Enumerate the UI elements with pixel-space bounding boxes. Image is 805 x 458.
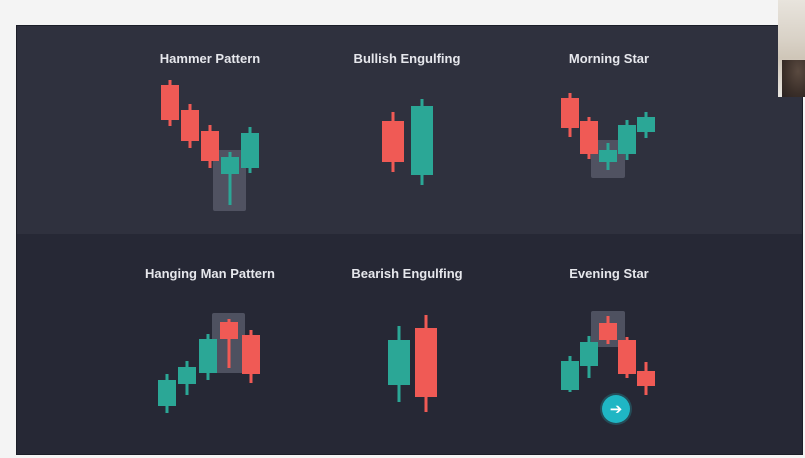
bearish-engulfing-candle-1-body [388,340,410,385]
morning-star-candle-2-body [580,121,598,154]
morning-star-candle-1-body [561,98,579,128]
evening-star-title: Evening Star [569,266,649,281]
bearish-engulfing-title: Bearish Engulfing [351,266,463,281]
evening-star-candle-1-body [561,361,579,390]
hammer-candle-5-body [241,133,259,168]
morning-star-candle-5-body [637,117,655,132]
hanging-man-candle-4-wick [227,319,231,368]
hanging-man-pattern-title: Hanging Man Pattern [144,266,276,281]
hammer-candle-4-body [221,157,239,174]
bullish-engulfing-title: Bullish Engulfing [353,51,461,66]
presenter-video [782,60,805,97]
morning-star-candle-4-body [618,125,636,154]
webcam-overlay [778,0,805,97]
hanging-man-candle-5-body [242,335,260,374]
hanging-man-candle-4-body [220,322,238,339]
arrow-right-icon: ➔ [609,401,623,418]
panel-top-bullish-patterns [17,26,802,234]
slide [16,25,803,455]
evening-star-candle-2-body [580,342,598,366]
bullish-engulfing-candle-2-body [411,106,433,175]
hanging-man-candle-2-body [178,367,196,384]
bullish-engulfing-candle-1-body [382,121,404,162]
hanging-man-candle-3-body [199,339,217,373]
morning-star-candle-3-body [599,150,617,162]
hammer-candle-2-body [181,110,199,141]
hammer-pattern-title: Hammer Pattern [159,51,261,66]
hammer-candle-1-body [161,85,179,120]
hammer-candle-3-body [201,131,219,161]
bearish-engulfing-candle-2-body [415,328,437,397]
hammer-candle-4-wick [228,152,232,205]
hanging-man-candle-1-body [158,380,176,406]
morning-star-title: Morning Star [568,51,650,66]
evening-star-candle-4-body [618,340,636,374]
evening-star-candle-5-body [637,371,655,386]
next-slide-button[interactable]: ➔ [602,395,630,423]
evening-star-candle-3-body [599,323,617,340]
